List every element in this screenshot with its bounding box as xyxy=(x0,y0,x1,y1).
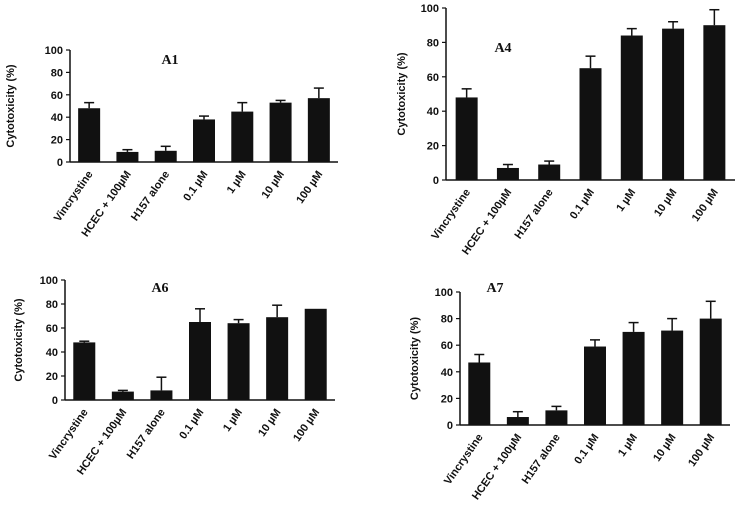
category-label: Vincrystine xyxy=(442,432,486,487)
category-label: Vincrystine xyxy=(52,169,96,224)
y-tick-label: 60 xyxy=(427,72,439,84)
category-label: Vincrystine xyxy=(47,407,91,462)
category-label: 10 µM xyxy=(651,432,678,464)
bar xyxy=(154,150,177,162)
category-label: 10 µM xyxy=(260,169,287,201)
bar xyxy=(699,318,722,425)
category-label: H157 alone xyxy=(520,432,563,486)
bar xyxy=(189,322,211,400)
bar xyxy=(78,108,101,162)
y-tick-label: 20 xyxy=(441,393,453,405)
category-label: 1 µM xyxy=(221,407,245,434)
y-tick-label: 80 xyxy=(51,67,63,79)
category-label: Vincrystine xyxy=(429,187,473,242)
panel-a1: 0 20 40 60 80 100 Cytotoxicity (%) A1 Vincrystin… xyxy=(5,45,338,239)
category-label: 0.1 µM xyxy=(572,432,601,467)
bar xyxy=(111,391,134,400)
category-label: H157 alone xyxy=(125,407,168,461)
panel-a7: 0 20 40 60 80 100 Cytotoxicity (%) A7 Vincrystin… xyxy=(409,281,730,502)
y-tick-label: 60 xyxy=(51,90,63,102)
y-tick-label: 0 xyxy=(447,420,453,432)
category-label: 0.1 µM xyxy=(181,169,210,204)
bar xyxy=(116,151,139,162)
bar xyxy=(538,164,561,180)
y-tick-label: 40 xyxy=(46,347,58,359)
y-tick-label: 20 xyxy=(51,135,63,147)
bar xyxy=(468,362,491,425)
y-tick-label: 100 xyxy=(421,3,439,15)
panel-title: A6 xyxy=(151,281,168,296)
y-tick-label: 80 xyxy=(441,314,453,326)
y-axis-label: Cytotoxicity (%) xyxy=(13,298,25,381)
y-tick-label: 80 xyxy=(427,37,439,49)
category-label: 100 µM xyxy=(686,432,717,469)
bar xyxy=(620,35,643,180)
bar xyxy=(193,119,215,162)
y-tick-label: 20 xyxy=(427,141,439,153)
bar xyxy=(231,111,254,162)
y-axis-label: Cytotoxicity (%) xyxy=(396,52,408,135)
category-label: 10 µM xyxy=(652,187,679,219)
y-tick-label: 60 xyxy=(441,340,453,352)
y-tick-label: 60 xyxy=(46,323,58,335)
bar xyxy=(496,167,519,180)
y-tick-label: 40 xyxy=(441,367,453,379)
category-label: 1 µM xyxy=(614,187,638,214)
bar xyxy=(455,97,478,180)
category-label: 1 µM xyxy=(616,432,640,459)
bar xyxy=(269,102,292,162)
panel-a4: 0 20 40 60 80 100 Cytotoxicity (%) A4 Vincrystin… xyxy=(396,3,735,257)
bar xyxy=(304,308,327,400)
bar xyxy=(661,330,684,425)
bar xyxy=(266,317,289,400)
category-label: H157 alone xyxy=(513,187,556,241)
bar xyxy=(584,346,606,425)
bar xyxy=(506,417,529,425)
y-tick-label: 20 xyxy=(46,371,58,383)
bar xyxy=(73,342,96,400)
y-tick-label: 40 xyxy=(51,112,63,124)
category-label: 100 µM xyxy=(690,187,721,224)
panel-title: A1 xyxy=(161,53,178,68)
panel-a6: 0 20 40 60 80 100 Cytotoxicity (%) A6 Vincrystin… xyxy=(13,275,335,477)
panel-title: A4 xyxy=(494,41,511,56)
y-axis-label: Cytotoxicity (%) xyxy=(5,64,17,147)
bar xyxy=(622,331,645,425)
category-label: 10 µM xyxy=(256,407,283,439)
category-label: H157 alone xyxy=(129,169,172,223)
panel-title: A7 xyxy=(486,281,503,296)
bar xyxy=(662,28,685,180)
category-label: 1 µM xyxy=(225,169,249,196)
category-label: 0.1 µM xyxy=(177,407,206,442)
y-tick-label: 80 xyxy=(46,299,58,311)
category-label: 0.1 µM xyxy=(568,187,597,222)
y-tick-label: 40 xyxy=(427,106,439,118)
category-label: 100 µM xyxy=(294,169,325,206)
bar xyxy=(703,25,726,181)
y-tick-label: 0 xyxy=(433,175,439,187)
y-axis-label: Cytotoxicity (%) xyxy=(409,317,421,400)
y-tick-label: 0 xyxy=(52,395,58,407)
category-label: 100 µM xyxy=(291,407,322,444)
y-tick-label: 100 xyxy=(45,45,63,57)
bar xyxy=(227,323,250,400)
y-tick-label: 0 xyxy=(57,157,63,169)
y-tick-label: 100 xyxy=(40,275,58,287)
y-tick-label: 100 xyxy=(435,287,453,299)
bar xyxy=(545,410,568,425)
bar xyxy=(307,98,330,162)
bar xyxy=(150,390,173,400)
bar xyxy=(579,68,602,180)
